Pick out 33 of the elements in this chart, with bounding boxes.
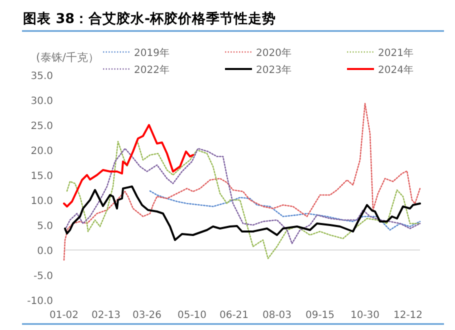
legend-label: 2022年	[134, 64, 170, 76]
x-tick-label: 10-30	[350, 310, 380, 321]
y-tick-label: 15.0	[30, 171, 53, 182]
legend-label: 2021年	[378, 47, 414, 59]
x-tick-label: 02-13	[91, 310, 121, 321]
line-series	[66, 139, 421, 260]
x-tick-label: 08-03	[262, 310, 292, 321]
y-tick-label: 0.0	[37, 246, 53, 257]
y-tick-label: 10.0	[30, 196, 53, 207]
y-tick-label: 5.0	[37, 221, 53, 232]
line-series	[64, 186, 421, 241]
chart-title: 图表 38：合艾胶水-杯胶价格季节性走势	[23, 10, 276, 27]
x-tick-label: 05-10	[177, 310, 207, 321]
line-series	[64, 148, 421, 244]
x-tick-label: 03-26	[132, 310, 162, 321]
x-tick-label: 06-21	[219, 310, 249, 321]
line-series	[63, 124, 194, 208]
line-series	[149, 190, 421, 231]
x-tick-label: 12-12	[393, 310, 423, 321]
y-tick-label: -5.0	[33, 271, 53, 282]
y-tick-label: 30.0	[30, 96, 53, 107]
y-tick-label: -10.0	[27, 296, 53, 307]
legend-label: 2019年	[134, 47, 170, 59]
x-tick-label: 01-02	[49, 310, 79, 321]
legend-label: 2023年	[256, 64, 292, 76]
legend-label: 2024年	[378, 64, 414, 76]
x-tick-label: 09-15	[305, 310, 335, 321]
y-tick-label: 20.0	[30, 146, 53, 157]
y-tick-label: 25.0	[30, 121, 53, 132]
y-axis-title: (泰铢/千克）	[36, 51, 99, 64]
line-series	[63, 102, 421, 261]
y-tick-label: 35.0	[30, 71, 53, 82]
legend-label: 2020年	[256, 47, 292, 59]
